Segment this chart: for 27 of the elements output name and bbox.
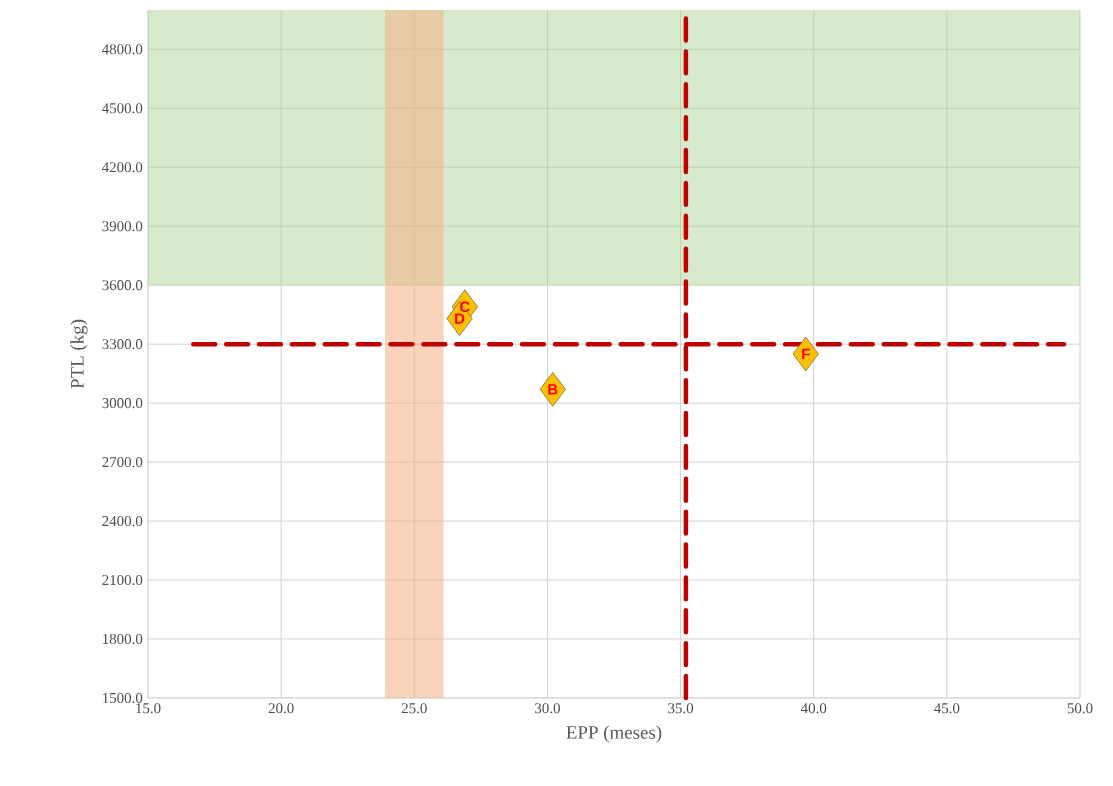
y-tick-label: 3000.0 [102, 398, 143, 409]
x-tick-label: 30.0 [535, 703, 560, 714]
y-tick-label: 3900.0 [102, 221, 143, 232]
data-label: F [802, 348, 810, 360]
x-tick-label: 15.0 [136, 703, 161, 714]
y-tick-label: 3300.0 [102, 339, 143, 350]
y-tick-label: 4800.0 [102, 44, 143, 55]
y-axis-title: PTL (kg) [70, 319, 88, 389]
x-tick-label: 20.0 [268, 703, 294, 714]
x-tick-label: 40.0 [800, 703, 827, 714]
x-axis-title: EPP (meses) [566, 725, 662, 743]
y-tick-label: 1500.0 [103, 692, 143, 704]
x-tick-label: 35.0 [668, 703, 694, 714]
x-tick-label: 45.0 [934, 703, 960, 714]
x-tick-label: 25.0 [401, 703, 427, 714]
y-tick-label: 3600.0 [102, 280, 143, 291]
y-tick-label: 4200.0 [102, 162, 143, 173]
y-tick-label: 2400.0 [102, 515, 143, 527]
y-tick-label: 4500.0 [102, 103, 143, 114]
x-tick-label: 50.0 [1067, 703, 1093, 714]
point [792, 336, 819, 372]
y-tick-label: 1800.0 [103, 633, 143, 645]
y-tick-label: 2100.0 [102, 574, 143, 586]
data-label: D [455, 313, 465, 324]
data-label: C [460, 301, 470, 313]
y-tick-label: 2700.0 [102, 457, 143, 468]
data-label: B [548, 384, 558, 395]
